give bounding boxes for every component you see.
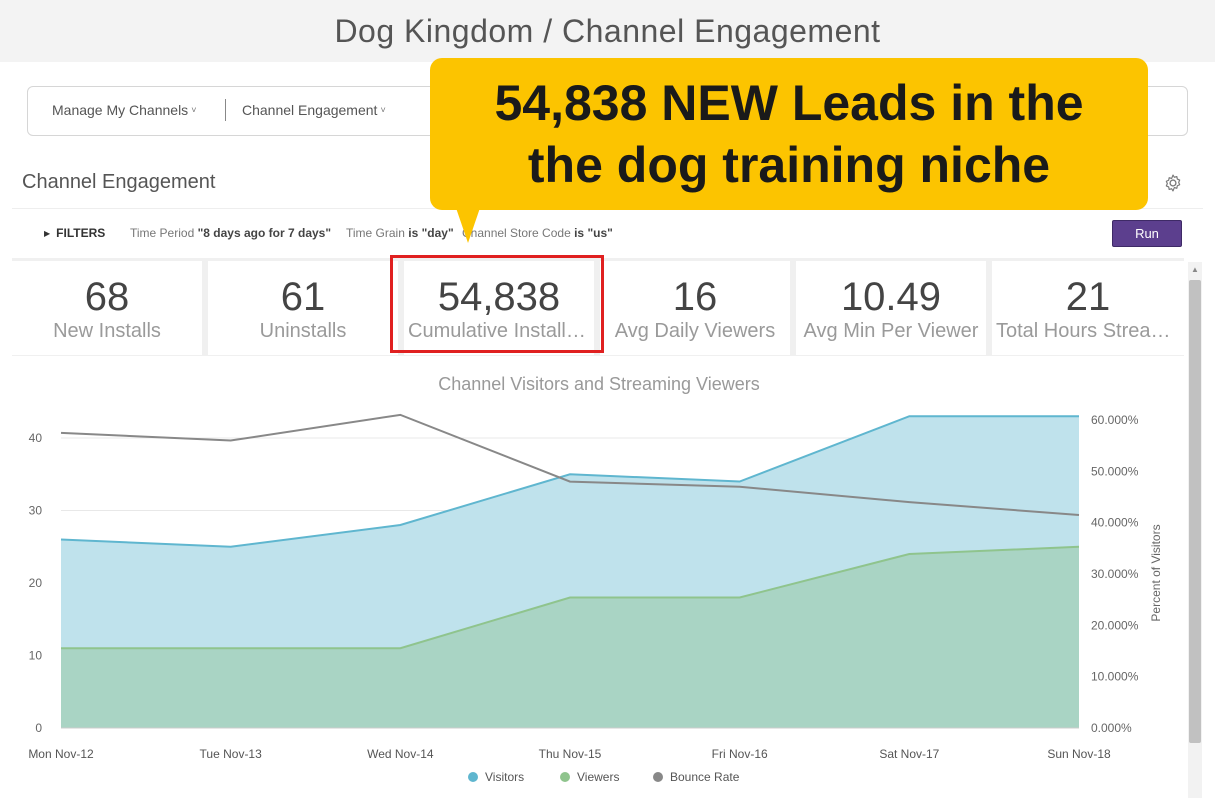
area-viewers (61, 546, 1079, 728)
caret-right-icon: ▶ (44, 229, 51, 238)
kpi-label: Uninstalls (259, 320, 347, 342)
legend-swatch (653, 772, 663, 782)
kpi-label: Cumulative Installs... (408, 320, 593, 342)
kpi-value: 54,838 (437, 275, 561, 319)
y-right-tick-label: 30.000% (1091, 567, 1139, 581)
nav-separator (225, 99, 226, 121)
kpi-uninstalls[interactable]: 61 Uninstalls (208, 261, 398, 355)
kpi-avg-daily-viewers[interactable]: 16 Avg Daily Viewers (600, 261, 790, 355)
gear-icon[interactable] (1163, 173, 1183, 193)
chevron-down-icon: ˅ (380, 105, 386, 115)
kpi-value: 68 (84, 275, 130, 319)
kpi-total-hours-streamed[interactable]: 21 Total Hours Stream... (992, 261, 1184, 355)
kpi-label: New Installs (53, 320, 161, 342)
filters-label: FILTERS (56, 226, 106, 240)
kpi-value: 10.49 (840, 275, 942, 319)
scrollbar-thumb[interactable] (1189, 280, 1201, 743)
callout-banner: 54,838 NEW Leads in the the dog training… (430, 58, 1148, 210)
filter-name: Time Grain (346, 226, 405, 240)
filter-name: Channel Store Code (462, 226, 571, 240)
y-right-tick-label: 50.000% (1091, 464, 1139, 478)
kpi-label: Avg Min Per Viewer (803, 320, 979, 342)
filter-value: "day" (421, 226, 454, 240)
callout-line-2: the dog training niche (527, 137, 1051, 193)
legend-swatch (468, 772, 478, 782)
kpi-value: 21 (1065, 275, 1111, 319)
nav-manage-my-channels[interactable]: Manage My Channels ˅ (52, 102, 196, 118)
filter-channel-store-code[interactable]: Channel Store Code is "us" (462, 226, 613, 240)
y-right-tick-label: 20.000% (1091, 618, 1139, 632)
y-right-tick-label: 60.000% (1091, 413, 1139, 427)
line-bounce-rate (60, 413, 1080, 516)
callout-pointer (455, 205, 481, 243)
x-tick-label: Wed Nov-14 (367, 747, 434, 761)
kpi-label: Total Hours Stream... (996, 320, 1184, 342)
kpi-avg-min-per-viewer[interactable]: 10.49 Avg Min Per Viewer (796, 261, 986, 355)
nav-item-label: Manage My Channels (52, 102, 189, 118)
y-right-axis-title: Percent of Visitors (1149, 524, 1163, 621)
filter-name: Time Period (130, 226, 195, 240)
x-tick-label: Tue Nov-13 (200, 747, 263, 761)
kpi-label: Avg Daily Viewers (614, 320, 776, 342)
line-viewers (61, 545, 1080, 650)
legend-label: Viewers (577, 770, 619, 784)
run-button[interactable]: Run (1112, 220, 1182, 247)
x-tick-label: Sat Nov-17 (879, 747, 939, 761)
y-left-tick-label: 20 (29, 576, 43, 590)
y-right-tick-label: 10.000% (1091, 670, 1139, 684)
nav-channel-engagement[interactable]: Channel Engagement ˅ (242, 102, 386, 118)
filters-bar: ▶ FILTERS Time Period "8 days ago for 7 d… (12, 208, 1203, 256)
kpi-cumulative-installs[interactable]: 54,838 Cumulative Installs... (404, 261, 594, 355)
y-left-tick-label: 30 (29, 504, 43, 518)
x-tick-label: Sun Nov-18 (1047, 747, 1111, 761)
page-title: Dog Kingdom / Channel Engagement (0, 0, 1215, 62)
channel-chart: Channel Visitors and Streaming Viewers 0 1… (28, 374, 1163, 784)
x-tick-label: Fri Nov-16 (712, 747, 768, 761)
filter-time-period[interactable]: Time Period "8 days ago for 7 days" (130, 226, 331, 240)
legend-label: Bounce Rate (670, 770, 740, 784)
filters-toggle[interactable]: ▶ FILTERS (44, 226, 105, 240)
nav-item-label: Channel Engagement (242, 102, 378, 118)
kpi-new-installs[interactable]: 68 New Installs (12, 261, 202, 355)
filter-value: "8 days ago for 7 days" (197, 226, 332, 240)
x-tick-label: Mon Nov-12 (28, 747, 94, 761)
line-visitors (60, 415, 1079, 548)
y-right-tick-label: 40.000% (1091, 516, 1139, 530)
filter-time-grain[interactable]: Time Grain is "day" (346, 226, 454, 240)
y-left-tick-label: 10 (29, 649, 43, 663)
filter-op: is (408, 226, 419, 240)
chart-title: Channel Visitors and Streaming Viewers (438, 374, 760, 394)
section-title: Channel Engagement (22, 171, 216, 193)
scroll-up-icon[interactable]: ▲ (1191, 265, 1199, 274)
legend-label: Visitors (485, 770, 524, 784)
kpi-value: 16 (672, 275, 718, 319)
legend-swatch (560, 772, 570, 782)
y-right-tick-label: 0.000% (1091, 721, 1132, 735)
chevron-down-icon: ˅ (191, 105, 197, 115)
filter-op: is (574, 226, 585, 240)
callout-line-1: 54,838 NEW Leads in the (494, 75, 1084, 131)
filter-value: "us" (587, 226, 613, 240)
y-left-tick-label: 0 (35, 721, 42, 735)
x-tick-label: Thu Nov-15 (539, 747, 602, 761)
kpi-row: 68 New Installs 61 Uninstalls 54,838 Cum… (12, 258, 1184, 356)
y-left-tick-label: 40 (29, 431, 43, 445)
kpi-value: 61 (280, 275, 326, 319)
